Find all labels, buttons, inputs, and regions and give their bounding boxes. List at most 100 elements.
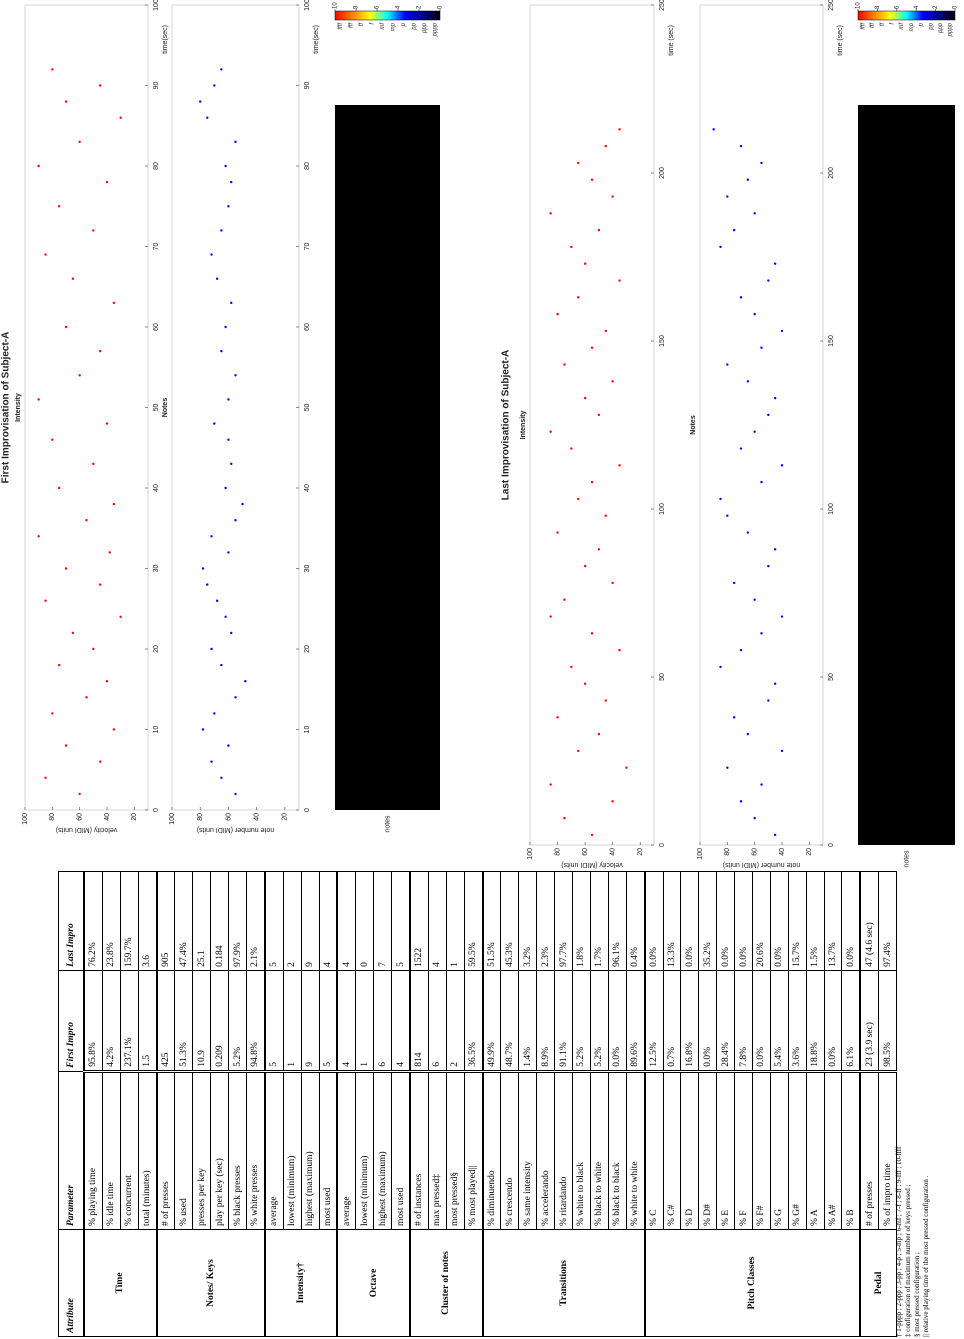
point [780,749,784,753]
point [78,792,81,796]
y-axis-label: notes [903,850,910,868]
y-tick-label: 20 [282,813,289,821]
x-tick-label: 100 [828,503,835,515]
point [570,245,573,249]
y-axis-label: velocity (MIDI units) [561,861,622,868]
x-tick-label: 30 [153,565,160,573]
point [556,312,559,316]
point [64,744,68,747]
point [234,696,237,699]
point [227,744,230,747]
y-tick-label: 40 [104,813,111,821]
x-tick-label: 250 [659,0,666,11]
point [224,486,227,490]
dynamics-label: ppp [422,22,428,34]
x-tick-label: 150 [659,335,666,347]
point [64,100,68,103]
point [577,161,580,165]
point [210,535,213,538]
x-tick-label: 90 [153,82,160,90]
point [201,728,205,731]
point [51,68,54,71]
point [719,497,722,501]
y-tick-label: 100 [697,848,704,860]
point [213,84,216,87]
point [712,128,715,131]
point [112,301,116,305]
point [230,180,233,184]
point [746,380,750,383]
point [753,816,756,820]
y-tick-label: 80 [724,848,731,856]
point [112,502,116,506]
point [78,140,81,144]
point [753,212,756,215]
point [37,535,40,538]
point [201,567,205,570]
plot-frame [529,4,655,846]
point [220,349,223,353]
point [206,116,209,119]
point [767,279,770,282]
x-tick-label: 10 [153,726,160,734]
plot-frame [699,4,824,846]
point [549,212,552,215]
point [604,329,607,333]
x-tick-label: 30 [304,565,311,573]
point [719,245,722,249]
point [220,776,223,779]
x-axis-label: time(sec) [162,25,169,54]
chart-subtitle: Notes [690,415,697,435]
y-tick-label: 60 [752,848,759,856]
x-tick-label: 90 [304,82,311,90]
plot-frame [24,4,149,811]
point [773,682,777,685]
point [604,699,607,702]
point [773,262,777,265]
x-tick-label: 100 [153,0,160,11]
point [604,144,607,148]
point [746,531,750,534]
chart-title: First Improvisation of Subject-A [1,332,12,484]
dynamics-label: mf [380,22,386,30]
y-tick-label: 40 [610,848,617,856]
point [224,615,227,618]
point [739,447,743,450]
point [85,696,88,699]
point [78,374,81,377]
x-axis-label: time (sec) [668,25,675,56]
x-tick-label: 20 [153,645,160,653]
point [44,776,47,779]
point [210,647,213,651]
x-tick-label: 0 [828,843,835,847]
x-axis-label: time(sec) [313,25,320,54]
point [57,205,61,208]
point [753,430,756,433]
point [780,464,784,467]
y-tick-label: 20 [131,813,138,821]
x-tick-label: 80 [153,162,160,170]
point [549,615,552,618]
point [604,514,607,517]
chart-subtitle: Notes [162,398,169,418]
y-tick-label: 100 [169,813,176,825]
point [224,164,227,168]
point [746,178,750,181]
dynamics-label: ffff [338,22,344,30]
point [597,732,601,736]
point [618,648,621,652]
point [119,116,122,119]
dynamics-label: f [369,22,375,25]
point [85,519,88,522]
point [51,438,54,441]
point [726,514,729,517]
dynamics-label: mp [909,22,915,31]
point [51,712,54,715]
point [760,480,763,484]
point [108,551,111,554]
point [773,396,777,400]
point [732,228,736,232]
y-tick-label: 60 [582,848,589,856]
